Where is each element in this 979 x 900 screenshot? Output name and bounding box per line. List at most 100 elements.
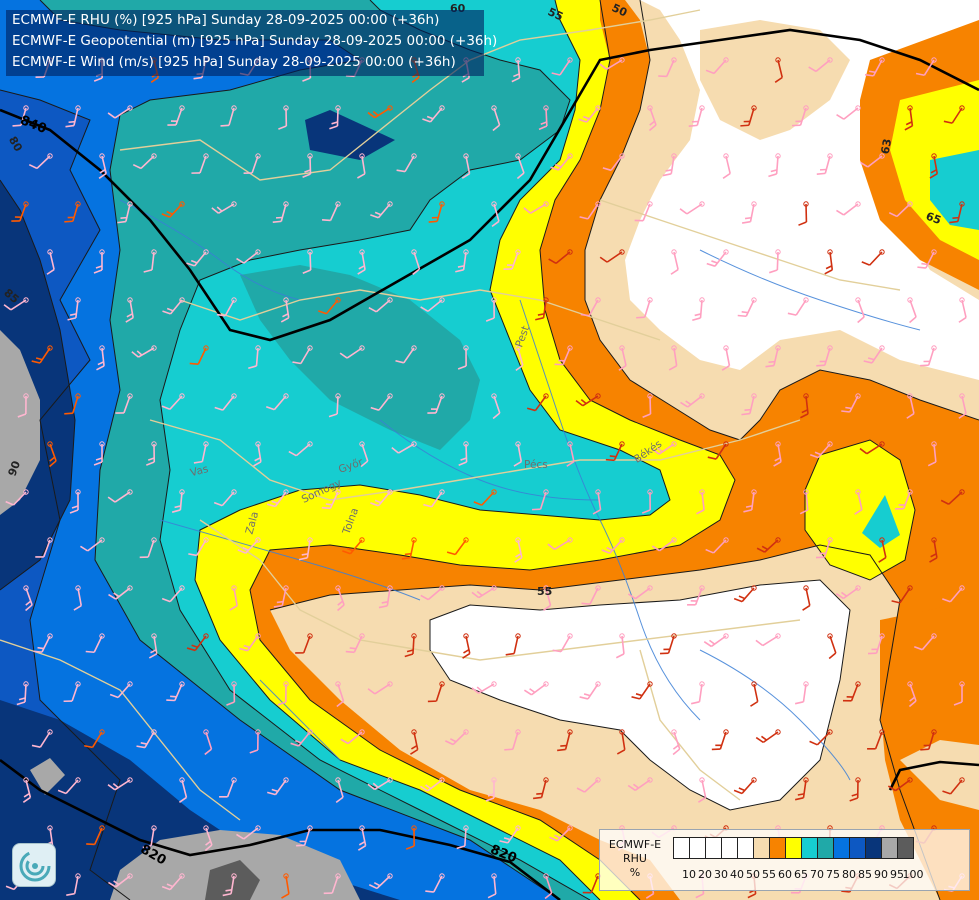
wind-barb xyxy=(792,105,809,127)
wind-barb xyxy=(368,873,393,890)
wind-barb xyxy=(253,441,262,467)
wind-barb xyxy=(16,681,29,706)
wind-barb xyxy=(328,393,341,418)
wind-barb xyxy=(404,633,417,658)
legend-tick-label: 30 xyxy=(714,868,728,881)
legend-swatch xyxy=(737,837,754,859)
wind-barb xyxy=(66,873,81,896)
wind-barb xyxy=(359,441,369,468)
wind-barb xyxy=(794,777,809,801)
wind-barb xyxy=(768,249,781,274)
wind-barb xyxy=(692,297,705,322)
wind-barb xyxy=(193,441,209,464)
legend-tick-label: 10 xyxy=(682,868,696,881)
wind-barb xyxy=(631,681,653,700)
wind-barb xyxy=(756,537,781,553)
wind-barb xyxy=(288,441,313,457)
wind-barb xyxy=(186,249,209,267)
wind-barb xyxy=(167,105,185,126)
legend-swatch xyxy=(673,837,690,859)
legend-tick-label: 65 xyxy=(794,868,808,881)
legend-tick-label: 100 xyxy=(902,868,924,881)
wind-barb xyxy=(178,777,188,803)
rh-band-90-95-sw-small xyxy=(30,758,65,795)
wind-barb xyxy=(161,393,185,411)
wind-barb xyxy=(615,633,625,659)
wind-barb xyxy=(658,57,677,78)
wind-barb xyxy=(487,873,497,899)
wind-barb xyxy=(616,729,626,755)
wind-barb xyxy=(422,105,445,123)
wind-barb xyxy=(809,729,833,746)
wind-barb xyxy=(302,153,313,178)
wind-barb xyxy=(84,729,105,749)
wind-barb xyxy=(302,249,313,275)
wind-barb xyxy=(339,345,365,359)
wind-barb xyxy=(378,585,393,609)
wind-barb xyxy=(741,393,757,416)
wind-barb xyxy=(953,681,965,706)
wind-barb xyxy=(575,393,601,407)
wind-barb xyxy=(864,57,885,77)
wind-barb xyxy=(318,297,341,315)
wind-barb xyxy=(35,537,53,558)
wind-barb xyxy=(578,105,601,123)
legend-tick-label: 50 xyxy=(746,868,760,881)
wind-barb xyxy=(641,489,653,514)
wind-barb xyxy=(548,249,573,265)
wind-barb xyxy=(943,105,965,124)
title-line-wind: ECMWF-E Wind (m/s) [925 hPa] Sunday 28-0… xyxy=(12,54,456,70)
wind-barb xyxy=(86,825,105,846)
wind-barb xyxy=(146,441,157,466)
wind-barb xyxy=(166,681,185,702)
wind-barb xyxy=(515,153,525,180)
wind-barb xyxy=(552,633,573,653)
wind-barb xyxy=(370,201,393,219)
wind-barb xyxy=(203,825,213,852)
wind-barb xyxy=(63,681,81,703)
wind-barb xyxy=(827,633,837,660)
wind-barb xyxy=(428,201,445,223)
wind-barb xyxy=(566,441,575,467)
wind-barb xyxy=(278,105,289,130)
wind-barb xyxy=(236,825,261,840)
wind-barb xyxy=(511,57,521,83)
wind-barb xyxy=(357,249,366,275)
wind-barb xyxy=(523,681,549,696)
wind-barb xyxy=(188,537,209,557)
legend-swatch xyxy=(769,837,786,859)
wind-barb xyxy=(601,537,625,554)
wind-barb xyxy=(69,489,81,514)
wind-barb xyxy=(907,297,917,324)
wind-barb xyxy=(904,105,914,131)
label-rh-63: 63 xyxy=(879,138,894,155)
rh-band-70-75-inner xyxy=(240,265,480,450)
wind-barb xyxy=(940,489,965,505)
wind-barb xyxy=(849,777,861,802)
wind-barb xyxy=(229,585,238,611)
wind-barb xyxy=(216,297,237,317)
wind-barb xyxy=(33,633,53,653)
wind-barb xyxy=(471,681,497,694)
wind-barb xyxy=(96,345,105,371)
wind-barb xyxy=(5,489,29,506)
legend-tick-label: 40 xyxy=(730,868,744,881)
legend-tick-label: 60 xyxy=(778,868,792,881)
wind-barb xyxy=(47,441,57,468)
wind-barb xyxy=(907,681,917,708)
wind-barb xyxy=(696,489,705,515)
wind-barb xyxy=(139,537,157,559)
wind-barb xyxy=(765,345,781,368)
wind-barb xyxy=(290,729,313,747)
wind-barb xyxy=(491,105,501,132)
wind-barb xyxy=(108,873,133,888)
wind-barb xyxy=(802,585,811,611)
wind-barb xyxy=(602,153,625,172)
legend-swatch xyxy=(833,837,850,859)
legend-tick-label: 55 xyxy=(762,868,776,881)
wind-barb xyxy=(580,297,601,317)
wind-barb xyxy=(17,393,29,418)
wind-barb xyxy=(367,777,393,791)
wind-barb xyxy=(189,345,209,366)
title-line-geopotential: ECMWF-E Geopotential (m) [925 hPa] Sunda… xyxy=(12,33,498,49)
